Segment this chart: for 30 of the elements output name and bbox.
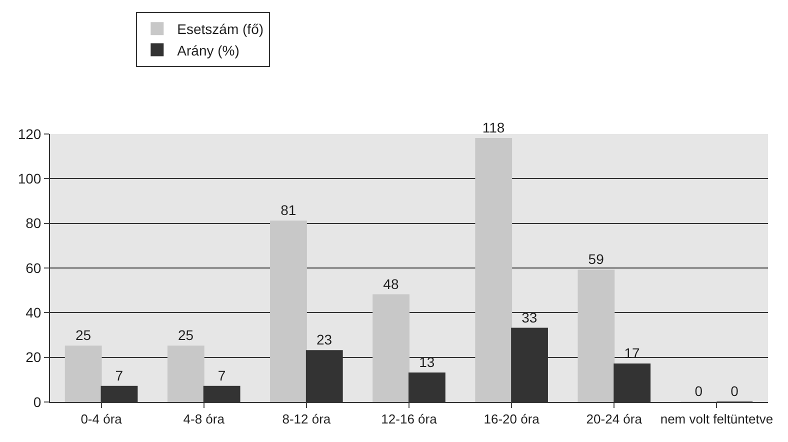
data-label: 7 bbox=[115, 367, 124, 384]
y-tick-label: 60 bbox=[26, 260, 42, 276]
data-label: 17 bbox=[624, 345, 640, 362]
data-label: 81 bbox=[280, 202, 296, 218]
data-label: 7 bbox=[218, 367, 226, 384]
data-label: 118 bbox=[482, 119, 505, 136]
x-tick-label: 4-8 óra bbox=[183, 412, 226, 427]
y-tick-label: 100 bbox=[18, 170, 42, 187]
data-label: 25 bbox=[75, 327, 92, 344]
y-tick-label: 40 bbox=[26, 304, 42, 321]
data-label: 0 bbox=[730, 383, 739, 399]
y-tick-label: 80 bbox=[26, 215, 42, 232]
data-label: 59 bbox=[588, 251, 604, 268]
data-label: 48 bbox=[383, 276, 399, 292]
data-label: 25 bbox=[178, 327, 194, 344]
data-label: 33 bbox=[522, 309, 538, 326]
x-tick-label: 0-4 óra bbox=[80, 412, 123, 427]
x-tick-label: 12-16 óra bbox=[381, 412, 438, 427]
legend-label: Arány (%) bbox=[177, 42, 240, 58]
legend-label: Esetszám (fő) bbox=[177, 21, 264, 38]
data-label: 0 bbox=[694, 383, 703, 399]
x-tick-label: 20-24 óra bbox=[586, 412, 643, 427]
y-tick-label: 20 bbox=[26, 349, 42, 366]
data-label: 13 bbox=[419, 354, 435, 370]
data-label: 23 bbox=[316, 332, 332, 348]
x-tick-label: nem volt feltüntetve bbox=[660, 412, 774, 427]
x-tick-label: 8-12 óra bbox=[282, 412, 332, 427]
y-tick-label: 0 bbox=[33, 394, 42, 410]
x-tick-label: 16-20 óra bbox=[484, 412, 540, 427]
y-tick-label: 120 bbox=[18, 126, 42, 142]
